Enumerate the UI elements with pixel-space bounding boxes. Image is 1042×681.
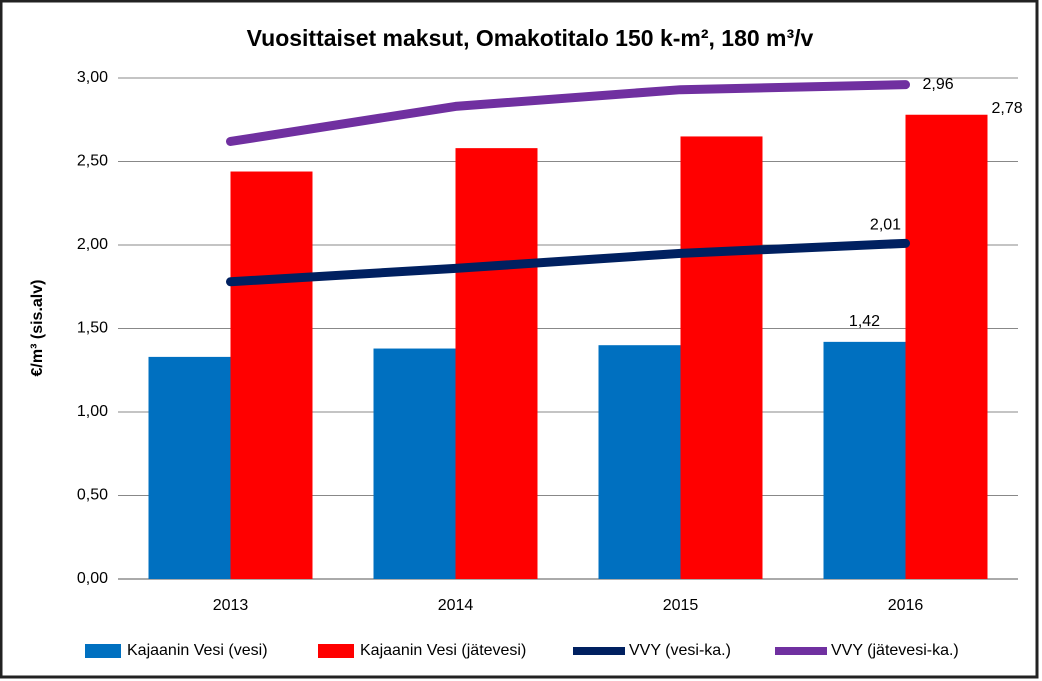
bar [598, 345, 681, 579]
legend-label: Kajaanin Vesi (jätevesi) [360, 642, 526, 659]
data-label: 1,42 [849, 313, 880, 330]
y-tick-label: 0,00 [77, 570, 108, 587]
x-tick-label: 2016 [888, 597, 924, 614]
legend-label: VVY (vesi-ka.) [629, 642, 731, 659]
chart-title: Vuosittaiset maksut, Omakotitalo 150 k-m… [247, 25, 814, 51]
y-tick-label: 1,00 [77, 403, 108, 420]
y-tick-label: 2,00 [77, 236, 108, 253]
bar [823, 341, 906, 579]
bar [373, 348, 456, 579]
x-tick-label: 2015 [663, 597, 699, 614]
y-tick-label: 0,50 [77, 487, 108, 504]
data-label: 2,01 [870, 217, 901, 234]
data-label: 2,78 [992, 100, 1023, 117]
line [226, 238, 910, 287]
bar [455, 148, 538, 579]
y-tick-label: 3,00 [77, 69, 108, 86]
data-label: 2,96 [923, 76, 954, 93]
y-axis-label: €/m³ (sis.alv) [29, 280, 46, 377]
legend-label: VVY (jätevesi-ka.) [831, 642, 959, 659]
bar [905, 114, 988, 580]
x-tick-label: 2013 [213, 597, 249, 614]
legend-label: Kajaanin Vesi (vesi) [127, 642, 268, 659]
x-tick-label: 2014 [438, 597, 474, 614]
legend-swatch [318, 644, 354, 658]
bar [680, 136, 763, 579]
y-tick-label: 1,50 [77, 320, 108, 337]
y-tick-label: 2,50 [77, 153, 108, 170]
bar [230, 171, 313, 579]
line [226, 80, 910, 146]
legend-swatch [85, 644, 121, 658]
bar [148, 356, 231, 579]
